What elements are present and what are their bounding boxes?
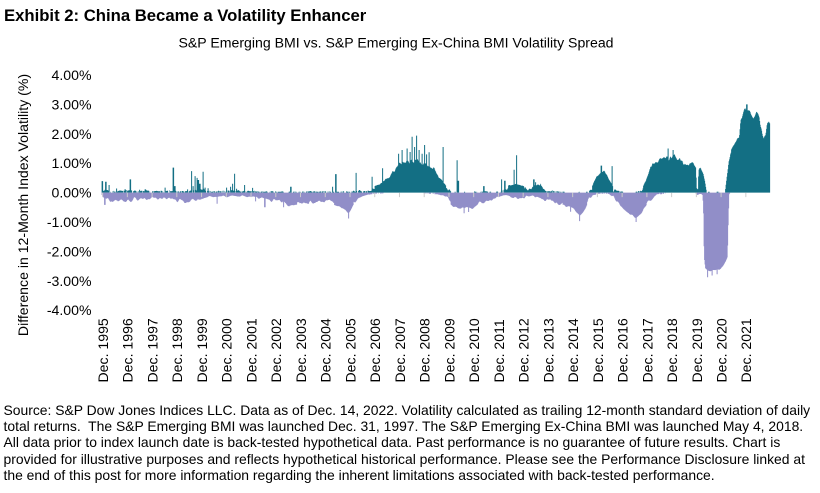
svg-text:Dec. 2018: Dec. 2018 — [664, 318, 680, 382]
svg-text:Dec. 2021: Dec. 2021 — [738, 318, 754, 382]
svg-text:Dec. 2020: Dec. 2020 — [714, 318, 730, 382]
svg-text:S&P Emerging BMI vs. S&P Emerg: S&P Emerging BMI vs. S&P Emerging Ex-Chi… — [178, 35, 613, 51]
svg-text:Dec. 2014: Dec. 2014 — [565, 318, 581, 382]
svg-text:Dec. 1998: Dec. 1998 — [169, 318, 185, 382]
svg-text:Dec. 2005: Dec. 2005 — [342, 318, 358, 382]
svg-text:Dec. 2019: Dec. 2019 — [689, 318, 705, 382]
svg-text:Dec. 2000: Dec. 2000 — [219, 318, 235, 382]
svg-text:2.00%: 2.00% — [52, 126, 92, 142]
svg-text:Dec. 2002: Dec. 2002 — [268, 318, 284, 382]
svg-text:Dec. 2015: Dec. 2015 — [590, 318, 606, 382]
svg-text:3.00%: 3.00% — [52, 96, 92, 112]
svg-text:Dec. 2008: Dec. 2008 — [417, 318, 433, 382]
svg-text:Dec. 2010: Dec. 2010 — [466, 318, 482, 382]
svg-text:Dec. 2016: Dec. 2016 — [615, 318, 631, 382]
svg-text:-2.00%: -2.00% — [47, 243, 92, 259]
svg-text:Dec. 2013: Dec. 2013 — [540, 318, 556, 382]
svg-text:Dec. 1999: Dec. 1999 — [194, 318, 210, 382]
svg-text:Dec. 1996: Dec. 1996 — [120, 318, 136, 382]
svg-text:Dec. 2007: Dec. 2007 — [392, 318, 408, 382]
svg-text:0.00%: 0.00% — [52, 185, 92, 201]
svg-text:Dec. 2003: Dec. 2003 — [293, 318, 309, 382]
svg-text:Dec. 2012: Dec. 2012 — [516, 318, 532, 382]
svg-text:-4.00%: -4.00% — [47, 302, 92, 318]
svg-text:Dec. 2017: Dec. 2017 — [639, 318, 655, 382]
svg-text:4.00%: 4.00% — [52, 67, 92, 83]
svg-text:Dec. 2004: Dec. 2004 — [318, 318, 334, 382]
svg-text:Dec. 1995: Dec. 1995 — [95, 318, 111, 382]
svg-text:1.00%: 1.00% — [52, 155, 92, 171]
svg-text:Difference in 12-Month Index V: Difference in 12-Month Index Volatility … — [15, 74, 31, 336]
svg-text:Dec. 1997: Dec. 1997 — [144, 318, 160, 382]
svg-text:Dec. 2011: Dec. 2011 — [491, 319, 507, 382]
svg-text:Dec. 2009: Dec. 2009 — [441, 318, 457, 382]
svg-text:Dec. 2006: Dec. 2006 — [367, 318, 383, 382]
svg-text:-3.00%: -3.00% — [47, 273, 92, 289]
svg-text:-1.00%: -1.00% — [47, 214, 92, 230]
svg-text:Dec. 2001: Dec. 2001 — [243, 318, 259, 382]
